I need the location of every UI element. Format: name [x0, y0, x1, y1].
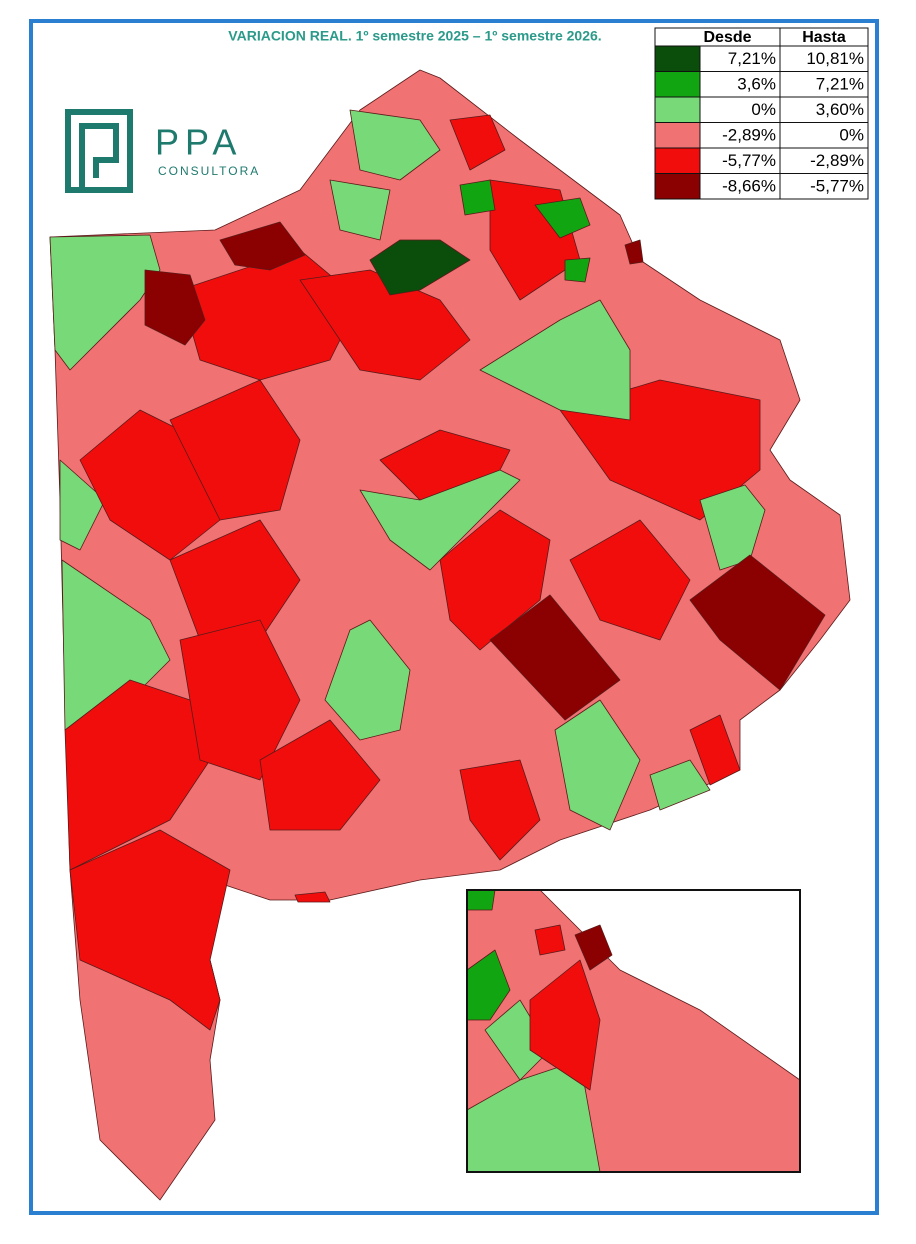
- legend-to: 7,21%: [816, 75, 864, 94]
- district: [569, 519, 691, 641]
- inset-frame: [466, 889, 801, 1173]
- district: [689, 714, 741, 786]
- district: [59, 459, 106, 551]
- legend-cell: [699, 122, 781, 149]
- district: [169, 519, 301, 641]
- district: [699, 484, 766, 571]
- inset-district: [467, 1059, 601, 1172]
- inset-district: [467, 949, 511, 1021]
- district: [219, 221, 306, 271]
- district: [689, 554, 826, 691]
- legend-from: -2,89%: [722, 126, 776, 145]
- legend-swatch: [654, 173, 701, 200]
- legend: Desde Hasta 7,21% 10,81% 3,6% 7,21% 0% 3,60% -2,…: [654, 27, 869, 200]
- legend-to: 3,60%: [816, 100, 864, 119]
- district: [369, 239, 471, 296]
- district: [649, 759, 711, 811]
- legend-to: -2,89%: [810, 151, 864, 170]
- district: [169, 379, 301, 521]
- legend-swatch: [654, 45, 701, 72]
- legend-cell: [699, 96, 781, 123]
- title: VARIACION REAL. 1º semestre 2025 – 1º se…: [228, 28, 601, 44]
- district: [349, 109, 441, 181]
- legend-cell: [779, 45, 869, 72]
- legend-to: 0%: [839, 126, 864, 145]
- legend-from: 0%: [751, 100, 776, 119]
- legend-swatch: [654, 147, 701, 174]
- district: [144, 269, 206, 346]
- logo-icon: [65, 109, 133, 193]
- district: [179, 619, 301, 781]
- district: [299, 269, 471, 381]
- legend-cell: [699, 147, 781, 174]
- legend-swatch: [654, 96, 701, 123]
- legend-swatch: [654, 122, 701, 149]
- district: [479, 299, 631, 421]
- district: [294, 891, 331, 903]
- district: [449, 114, 506, 171]
- district: [554, 699, 641, 831]
- district: [439, 509, 551, 651]
- district: [624, 239, 644, 265]
- legend-cell: [779, 173, 869, 200]
- district: [459, 179, 496, 216]
- district: [259, 719, 381, 831]
- legend-cell: [779, 71, 869, 98]
- frame: [29, 19, 879, 1215]
- logo-subtitle: CONSULTORA: [158, 164, 260, 178]
- legend-cell: [779, 147, 869, 174]
- legend-cell: [779, 122, 869, 149]
- inset: [466, 889, 801, 1173]
- logo: PPA CONSULTORA: [65, 109, 260, 193]
- inset-district: [529, 959, 601, 1091]
- logo-icon: [79, 123, 119, 190]
- district: [534, 197, 591, 239]
- district: [329, 179, 391, 241]
- inset-district: [534, 924, 566, 956]
- logo-name: PPA: [155, 122, 242, 163]
- legend-to: -5,77%: [810, 177, 864, 196]
- district: [459, 759, 541, 861]
- district: [49, 234, 161, 371]
- legend-column: Desde: [703, 29, 751, 46]
- inset-district: [574, 924, 613, 971]
- district: [564, 257, 591, 283]
- legend-from: 3,6%: [737, 75, 776, 94]
- legend-from: -8,66%: [722, 177, 776, 196]
- district: [489, 594, 621, 721]
- district: [69, 829, 231, 1031]
- legend-from: -5,77%: [722, 151, 776, 170]
- legend-from: 7,21%: [728, 49, 776, 68]
- district: [61, 559, 171, 731]
- inset-district: [467, 890, 496, 911]
- map: [49, 69, 851, 1201]
- legend-swatch: [654, 71, 701, 98]
- district: [324, 619, 411, 741]
- district: [359, 469, 521, 571]
- legend-to: 10,81%: [806, 49, 864, 68]
- legend-column: Hasta: [802, 29, 846, 46]
- legend-cell: [699, 71, 781, 98]
